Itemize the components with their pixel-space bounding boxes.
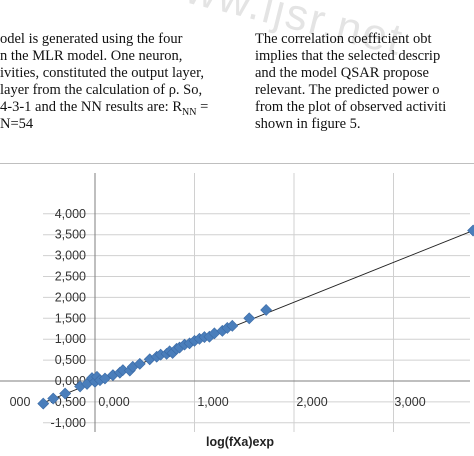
text-subscript: NN bbox=[182, 106, 197, 118]
y-tick-label: 3,500 bbox=[55, 228, 86, 242]
chart-background bbox=[0, 163, 474, 456]
y-tick-label: -0,500 bbox=[51, 395, 86, 409]
y-tick-label: 0,500 bbox=[55, 353, 86, 367]
text-line: shown in figure 5. bbox=[255, 116, 361, 132]
y-tick-label: 1,000 bbox=[55, 332, 86, 346]
text-line: The correlation coefficient obt bbox=[255, 31, 432, 47]
data-point bbox=[37, 397, 50, 410]
data-point bbox=[243, 312, 256, 325]
y-tick-label: -1,000 bbox=[51, 416, 86, 430]
text-line: layer from the calculation of ρ. So, bbox=[0, 82, 203, 98]
x-tick-label: 1,000 bbox=[197, 395, 228, 409]
text-line: ivities, constituted the output layer, bbox=[0, 65, 204, 81]
text-line: implies that the selected descrip bbox=[255, 48, 441, 64]
data-point bbox=[467, 224, 474, 237]
y-tick-label: 1,500 bbox=[55, 311, 86, 325]
y-tick-label: 4,000 bbox=[55, 207, 86, 221]
text-column-left: odel is generated using the four n the M… bbox=[0, 31, 208, 133]
data-point bbox=[47, 392, 60, 405]
chart-axes bbox=[0, 173, 470, 432]
text-line: and the model QSAR propose bbox=[255, 65, 429, 81]
chart-tick-labels: -1,000 -0,500 0,000 0,500 1,000 1,500 2,000 2,5… bbox=[10, 207, 426, 430]
data-point bbox=[133, 357, 146, 370]
text-segment: = bbox=[196, 99, 209, 115]
text-line: n the MLR model. One neuron, bbox=[0, 48, 183, 64]
data-point bbox=[260, 304, 273, 316]
text-line: relevant. The predicted power o bbox=[255, 82, 440, 98]
x-tick-label: 3,000 bbox=[394, 395, 425, 409]
x-tick-label: 000 bbox=[10, 395, 31, 409]
y-tick-label: 2,500 bbox=[55, 270, 86, 284]
text-line: from the plot of observed activiti bbox=[255, 99, 447, 115]
text-line: N=54 bbox=[0, 116, 34, 132]
chart-gridlines bbox=[43, 173, 470, 432]
x-tick-label: 0,000 bbox=[98, 395, 129, 409]
data-point bbox=[226, 319, 239, 332]
x-axis-label: log(fXa)exp bbox=[206, 435, 274, 449]
text-column-right: The correlation coefficient obt implies … bbox=[255, 31, 446, 133]
data-point bbox=[59, 387, 72, 400]
y-tick-label: 2,000 bbox=[55, 290, 86, 304]
text-line-results: 4-3-1 and the NN results are: RNN = bbox=[0, 99, 209, 118]
text-segment: 4-3-1 and the NN results are: R bbox=[0, 99, 183, 115]
y-tick-label: 3,000 bbox=[55, 249, 86, 263]
chart-points bbox=[37, 224, 474, 410]
text-line: odel is generated using the four bbox=[0, 31, 183, 47]
x-tick-label: 2,000 bbox=[296, 395, 327, 409]
